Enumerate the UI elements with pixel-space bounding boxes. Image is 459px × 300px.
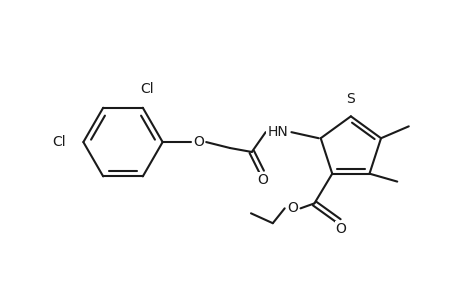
Text: HN: HN [267, 125, 287, 139]
Text: Cl: Cl [52, 135, 65, 149]
Text: O: O [257, 173, 268, 187]
Text: O: O [286, 201, 297, 215]
Text: S: S [346, 92, 354, 106]
Text: Cl: Cl [140, 82, 153, 96]
Text: O: O [335, 222, 346, 236]
Text: O: O [192, 135, 203, 149]
